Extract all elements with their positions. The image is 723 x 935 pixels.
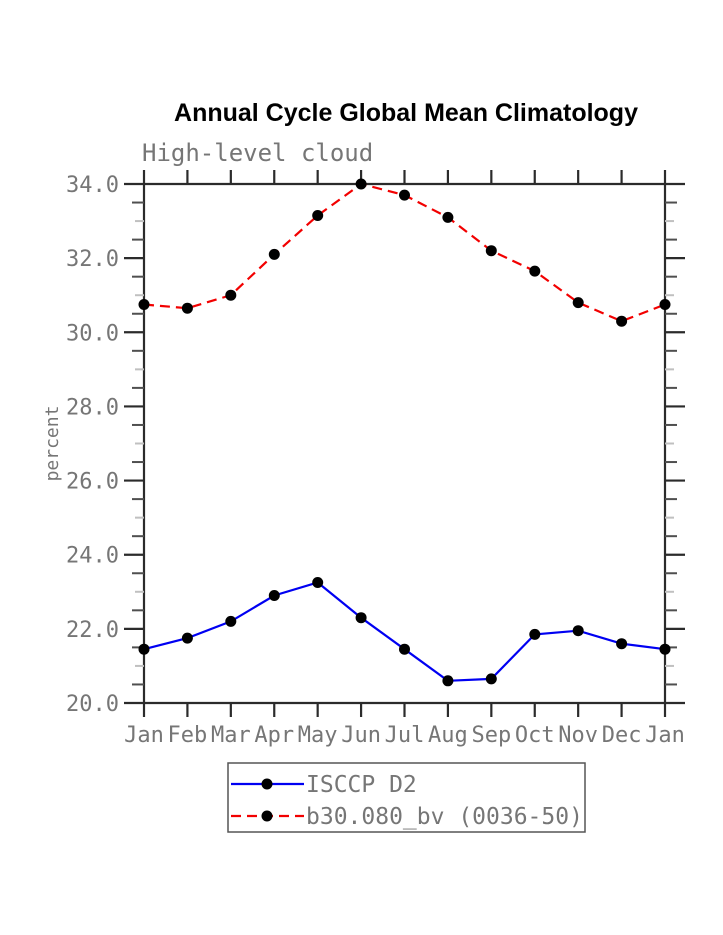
y-tick-label: 20.0 bbox=[66, 692, 119, 717]
y-tick-label: 30.0 bbox=[66, 321, 119, 346]
y-tick-label: 28.0 bbox=[66, 395, 119, 420]
data-point-marker bbox=[659, 299, 671, 310]
x-tick-label: Jun bbox=[341, 723, 381, 748]
data-point-marker bbox=[616, 315, 628, 327]
data-point-marker bbox=[616, 638, 628, 650]
legend-label: b30.080_bv (0036-50) bbox=[306, 804, 583, 830]
x-tick-label: Jan bbox=[645, 723, 685, 748]
y-axis-ticks: 34.0 32.0 30.0 28.0 26.0 24.0 22.0 20.0 bbox=[66, 173, 685, 717]
data-point-marker bbox=[529, 628, 541, 640]
data-point-marker bbox=[225, 615, 237, 627]
chart-title: Annual Cycle Global Mean Climatology bbox=[174, 99, 638, 127]
x-tick-label: Aug bbox=[428, 723, 468, 748]
data-point-marker bbox=[399, 189, 410, 201]
chart-subtitle: High-level cloud bbox=[142, 139, 373, 167]
legend-box bbox=[227, 762, 586, 833]
data-point-marker bbox=[181, 632, 193, 644]
legend-marker bbox=[261, 810, 273, 822]
x-tick-label: Feb bbox=[168, 723, 208, 748]
data-point-marker bbox=[181, 302, 193, 314]
x-tick-label: Oct bbox=[515, 723, 555, 748]
data-point-marker bbox=[529, 265, 541, 277]
data-series bbox=[138, 178, 671, 687]
data-point-marker bbox=[268, 590, 280, 601]
data-point-marker bbox=[442, 675, 454, 687]
y-tick-label: 26.0 bbox=[66, 470, 119, 495]
data-point-marker bbox=[312, 577, 324, 588]
x-axis-ticks: Jan Feb Mar Apr May Jun Jul Aug Sep Oct Nov Dec Jan bbox=[124, 170, 685, 748]
x-tick-label: Apr bbox=[254, 723, 294, 748]
data-point-marker bbox=[572, 625, 584, 637]
y-tick-label: 24.0 bbox=[66, 544, 119, 569]
x-tick-label: Nov bbox=[558, 723, 598, 748]
x-tick-label: Sep bbox=[471, 723, 511, 748]
y-tick-label: 34.0 bbox=[66, 173, 119, 198]
x-tick-label: Jan bbox=[124, 723, 164, 748]
data-point-marker bbox=[225, 289, 237, 301]
data-point-marker bbox=[312, 210, 324, 221]
legend: ISCCP D2 b30.080_bv (0036-50) bbox=[227, 762, 586, 833]
y-tick-label: 32.0 bbox=[66, 247, 119, 272]
data-point-marker bbox=[572, 297, 584, 309]
data-point-marker bbox=[138, 299, 150, 310]
legend-label: ISCCP D2 bbox=[306, 772, 417, 798]
series-line-dashed bbox=[143, 182, 666, 323]
data-point-marker bbox=[659, 643, 671, 655]
y-tick-label: 22.0 bbox=[66, 618, 119, 643]
data-point-marker bbox=[485, 245, 497, 257]
data-point-marker bbox=[399, 643, 410, 655]
data-point-marker bbox=[485, 673, 497, 685]
series-line-solid bbox=[143, 581, 666, 682]
data-point-marker bbox=[268, 248, 280, 260]
legend-marker bbox=[261, 778, 273, 790]
data-point-marker bbox=[355, 612, 367, 624]
data-point-marker bbox=[442, 211, 454, 223]
x-tick-label: May bbox=[298, 723, 338, 748]
x-tick-label: Mar bbox=[211, 723, 251, 748]
y-axis-label: percent bbox=[42, 406, 63, 482]
x-tick-label: Jul bbox=[385, 723, 425, 748]
x-tick-label: Dec bbox=[602, 723, 642, 748]
data-point-marker bbox=[138, 643, 150, 655]
data-point-marker bbox=[355, 178, 367, 190]
